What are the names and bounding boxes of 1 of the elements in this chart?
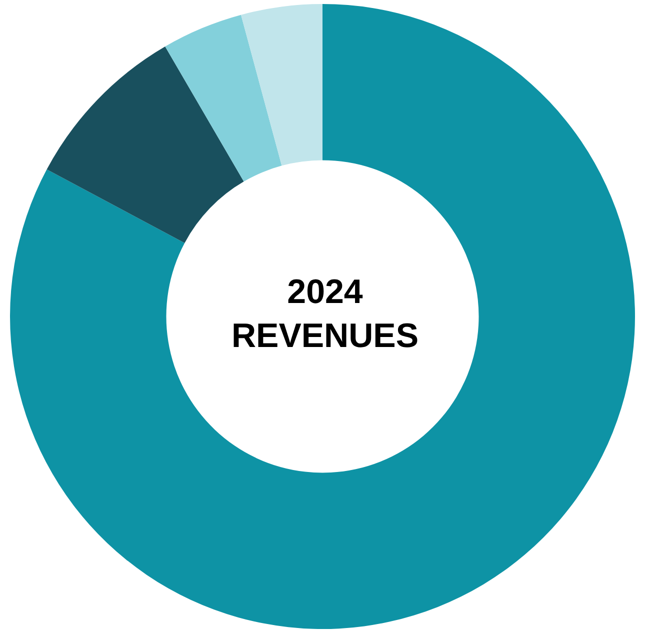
text: 2024 REVENUES	[230, 272, 420, 357]
